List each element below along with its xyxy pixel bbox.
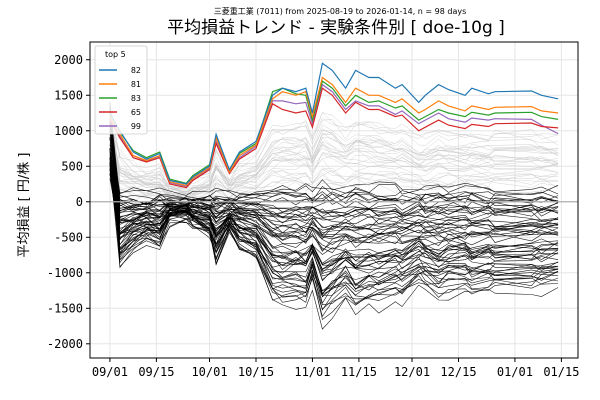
background-series-line bbox=[109, 109, 559, 206]
legend-label: 99 bbox=[131, 122, 141, 131]
background-series-line bbox=[109, 104, 559, 266]
x-tick-label: 09/15 bbox=[138, 365, 174, 379]
legend-box bbox=[94, 45, 148, 135]
background-series-group bbox=[109, 102, 559, 330]
y-tick-label: 500 bbox=[61, 159, 83, 173]
legend-label: 83 bbox=[131, 94, 141, 103]
series-line-82 bbox=[109, 62, 559, 185]
background-series-line bbox=[109, 134, 559, 202]
y-tick-label: -500 bbox=[54, 230, 83, 244]
series-line-99 bbox=[109, 83, 559, 187]
x-tick-label: 09/01 bbox=[92, 365, 128, 379]
x-tick-label: 12/01 bbox=[394, 365, 430, 379]
x-tick-label: 10/15 bbox=[238, 365, 274, 379]
background-series-line bbox=[109, 122, 559, 201]
y-tick-label: 2000 bbox=[54, 53, 83, 67]
x-tick-label: 12/15 bbox=[440, 365, 476, 379]
y-tick-label: 0 bbox=[76, 195, 83, 209]
background-series-line bbox=[109, 173, 559, 269]
background-series-line bbox=[109, 152, 559, 198]
x-tick-label: 11/01 bbox=[294, 365, 330, 379]
background-series-line bbox=[109, 126, 559, 197]
background-series-line bbox=[109, 129, 559, 200]
background-series-line bbox=[109, 136, 559, 296]
background-series-line bbox=[109, 149, 559, 274]
chart-subtitle: 三菱重工業 (7011) from 2025-08-19 to 2026-01-… bbox=[214, 6, 467, 16]
background-series-line bbox=[109, 168, 559, 225]
background-series-line bbox=[109, 150, 559, 218]
x-tick-label: 11/15 bbox=[341, 365, 377, 379]
background-series-line bbox=[109, 134, 559, 203]
background-series-line bbox=[109, 123, 559, 252]
y-tick-label: -2000 bbox=[47, 337, 83, 351]
background-series-line bbox=[109, 105, 559, 198]
background-series-line bbox=[109, 164, 559, 330]
background-series-line bbox=[109, 127, 559, 218]
background-series-line bbox=[109, 116, 559, 321]
x-tick-label: 01/15 bbox=[543, 365, 579, 379]
background-series-line bbox=[109, 173, 559, 271]
legend-label: 82 bbox=[131, 66, 141, 75]
legend: top 5 82 81 83 65 99 bbox=[94, 45, 148, 135]
background-series-line bbox=[109, 147, 559, 194]
background-series-line bbox=[109, 148, 559, 306]
background-series-line bbox=[109, 112, 559, 189]
plot-area: 09/01 09/15 10/01 10/15 11/01 11/15 12/01 12/15… bbox=[47, 41, 579, 379]
background-series-line bbox=[109, 169, 559, 298]
y-tick-label: -1500 bbox=[47, 301, 83, 315]
legend-label: 81 bbox=[131, 80, 141, 89]
y-tick-label: -1000 bbox=[47, 266, 83, 280]
legend-title: top 5 bbox=[105, 50, 126, 59]
background-series-line bbox=[109, 106, 559, 282]
series-line-65 bbox=[109, 87, 559, 189]
background-series-line bbox=[109, 157, 559, 318]
chart-title: 平均損益トレンド - 実験条件別 [ doe-10g ] bbox=[167, 18, 505, 38]
background-series-line bbox=[109, 155, 559, 195]
y-tick-label: 1000 bbox=[54, 124, 83, 138]
y-axis-label: 平均損益 [ 円/株 ] bbox=[17, 153, 32, 258]
series-line-81 bbox=[109, 76, 559, 187]
x-tick-label: 10/01 bbox=[191, 365, 227, 379]
background-series-line bbox=[109, 102, 559, 311]
background-series-line bbox=[109, 170, 559, 281]
y-tick-label: 1500 bbox=[54, 88, 83, 102]
background-series-line bbox=[109, 128, 559, 193]
x-tick-label: 01/01 bbox=[497, 365, 533, 379]
background-series-line bbox=[109, 107, 559, 214]
background-series-line bbox=[109, 102, 559, 206]
plot-frame bbox=[89, 41, 579, 359]
background-series-line bbox=[109, 112, 559, 191]
background-series-line bbox=[109, 144, 559, 199]
legend-label: 65 bbox=[131, 108, 141, 117]
